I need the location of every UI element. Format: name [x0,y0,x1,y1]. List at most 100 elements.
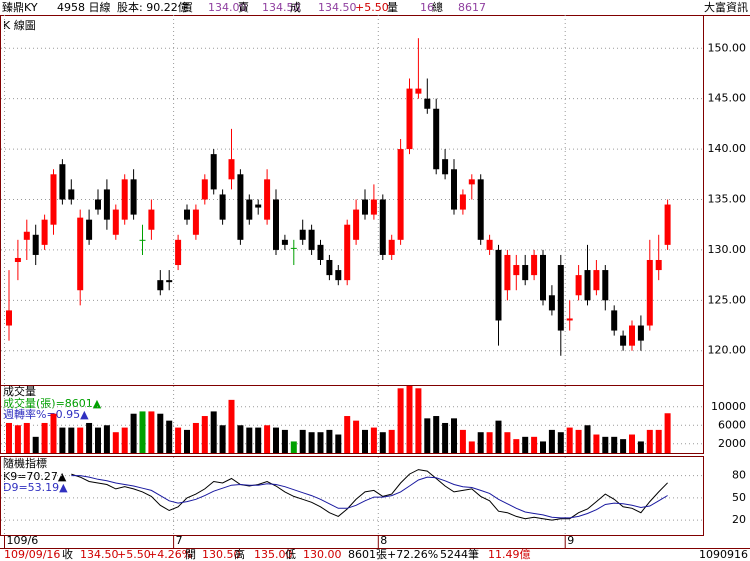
candle-body [602,270,609,301]
volume-bar [548,429,555,453]
candle-body [86,219,93,240]
candle-body [397,149,404,240]
candle-body [442,159,449,175]
candle-body [637,325,644,341]
footer-code: 1090916 [699,548,748,561]
y-tick-label: 145.00 [708,92,747,105]
panel-title: K 線圖 [3,18,36,32]
candle-body [317,244,324,260]
volume-bar [299,429,306,453]
volume-bar [201,416,208,453]
volume-bar [14,425,21,453]
header-item: 量 [387,1,398,14]
candle-body [95,199,101,210]
volume-bar [95,427,101,453]
volume-bar [228,399,235,453]
y-tick-label: 150.00 [708,41,747,54]
candle-body [139,239,146,241]
volume-bar [406,386,413,453]
footer-item: 134.50 [80,548,119,561]
candle-body [201,179,208,200]
volume-bar [584,425,591,453]
candle-body [620,335,627,346]
volume-bar [192,422,199,453]
footer-item: 130.50 [202,548,241,561]
candle-body [264,179,271,220]
candle-body [210,154,217,190]
candle-body [121,179,128,220]
x-tick-label: 9 [567,534,574,547]
candle-body [148,209,155,230]
footer-item: 5244筆 [440,547,479,561]
x-tick-label: 109/6 [7,534,39,547]
candle-body [531,254,538,276]
footer-item: 109/09/16 [4,548,60,561]
candle-body [157,280,164,291]
candle-body [77,217,84,291]
header-item: 股本: 90.22億 [117,0,189,14]
volume-bar [655,429,662,453]
volume-bar [370,427,377,453]
volume-bar [184,429,190,453]
header-item: 臻鼎KY [2,0,38,14]
y-tick-label: 140.00 [708,142,747,155]
candle-body [344,224,351,281]
candle-body [584,270,591,301]
volume-bar [246,427,253,453]
y-tick-label: 125.00 [708,293,747,306]
volume-bar [335,434,342,453]
candle-body [308,229,315,250]
candle-body [175,239,182,266]
candle-body [388,239,395,255]
volume-bar [522,436,529,453]
candle-body [246,199,253,220]
volume-bar [468,441,475,453]
footer-item: 開 [185,548,196,561]
y-tick-label: 50 [732,491,746,504]
volume-bar [531,436,538,453]
kd-line [71,475,668,519]
y-tick-label: 20 [732,513,746,526]
candle-body [335,270,342,281]
footer-item: 高 [234,547,245,561]
candle-body [486,239,493,250]
candle-body [112,209,119,235]
volume-bar [130,413,137,453]
volume-bar [281,429,288,453]
volume-bar [646,429,653,453]
footer-item: +5.50 [117,548,151,561]
candle-body [522,265,529,281]
volume-bar [362,429,368,453]
volume-bar [41,422,48,453]
volume-bar [353,420,360,453]
candle-body [557,265,564,331]
volume-bar [121,427,128,453]
volume-bar [290,441,297,453]
candle-body [513,265,520,276]
volume-bar [6,422,12,453]
candle-body [593,270,600,291]
candle-body [130,179,137,215]
volume-bar [442,422,449,453]
volume-bar [477,432,484,453]
header-item: 成 [290,1,301,14]
header-item: 8617 [458,1,486,14]
y-tick-label: 10000 [711,400,746,413]
candle-body [415,88,422,94]
header-item: 134.50 [318,1,357,14]
volume-bar [629,434,635,453]
candle-body [504,254,511,291]
volume-bar [308,432,315,453]
volume-bar [451,418,457,453]
candle-body [540,254,546,301]
candle-body [228,159,235,180]
candle-body [290,247,297,249]
candle-body [23,231,30,240]
candle-body [166,280,173,283]
candle-body [59,164,66,200]
y-tick-label: 130.00 [708,243,747,256]
volume-bar [23,422,30,453]
volume-bar [103,425,110,453]
volume-bar [32,436,39,453]
